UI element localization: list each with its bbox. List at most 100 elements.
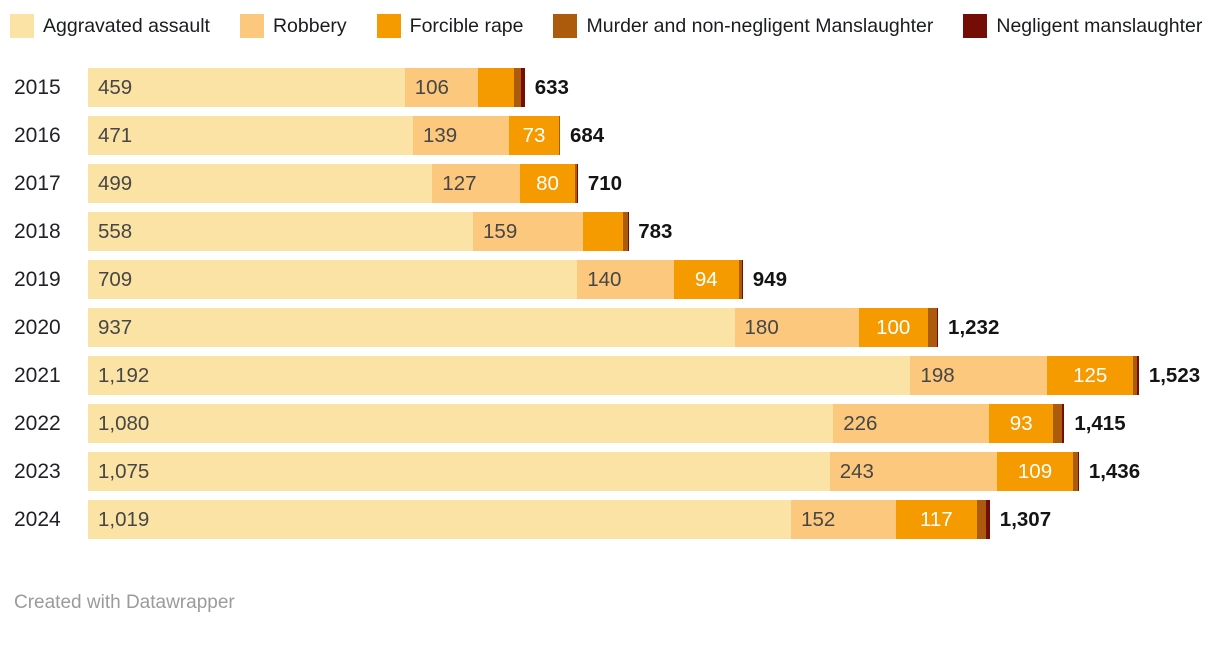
year-label: 2023: [14, 459, 61, 483]
total-label: 949: [752, 267, 787, 291]
segment-value-label: 198: [920, 363, 955, 387]
segment-value-label: 499: [98, 171, 133, 195]
segment-forcible-rape: [582, 212, 623, 251]
bar-row-2024: 2024 1,019 152 117 1,307: [10, 500, 1220, 539]
segment-negligent-manslaughter: [742, 260, 743, 299]
segment-aggravated-assault: 937: [88, 308, 735, 347]
bar-row-2022: 2022 1,080 226 93 1,415: [10, 404, 1220, 443]
legend: Aggravated assault Robbery Forcible rape…: [10, 14, 1220, 38]
total-label: 1,436: [1088, 459, 1141, 483]
total-label: 1,523: [1148, 363, 1201, 387]
segment-value-label: 125: [1073, 363, 1108, 387]
year-label: 2015: [14, 75, 61, 99]
bar-row-2018: 2018 558 159 783: [10, 212, 1220, 251]
legend-item-negligent-manslaughter: Negligent manslaughter: [963, 14, 1202, 38]
segment-forcible-rape: 117: [895, 500, 977, 539]
year-label: 2021: [14, 363, 61, 387]
legend-label: Negligent manslaughter: [996, 15, 1203, 37]
bar-stack: 709 140 94: [88, 260, 743, 299]
segment-aggravated-assault: 1,075: [88, 452, 830, 491]
year-label: 2017: [14, 171, 61, 195]
segment-negligent-manslaughter: [520, 68, 525, 107]
segment-value-label: 459: [98, 75, 133, 99]
bar-stack: 937 180 100: [88, 308, 939, 347]
segment-robbery: 159: [473, 212, 583, 251]
segment-value-label: 73: [522, 123, 546, 147]
segment-value-label: 1,192: [98, 363, 150, 387]
segment-aggravated-assault: 1,192: [88, 356, 911, 395]
segment-murder-and-non-negligent-manslaughter: [1072, 452, 1079, 491]
legend-label: Forcible rape: [409, 15, 524, 37]
bar-row-2023: 2023 1,075 243 109 1,436: [10, 452, 1220, 491]
segment-value-label: 127: [442, 171, 477, 195]
segment-value-label: 106: [414, 75, 449, 99]
bar-row-2016: 2016 471 139 73 684: [10, 116, 1220, 155]
bar-row-2021: 2021 1,192 198 125 1,523: [10, 356, 1220, 395]
total-label: 710: [587, 171, 623, 195]
total-label: 783: [638, 219, 673, 243]
segment-value-label: 140: [587, 267, 622, 291]
segment-negligent-manslaughter: [627, 212, 629, 251]
legend-label: Robbery: [272, 15, 347, 37]
segment-forcible-rape: 94: [673, 260, 739, 299]
segment-value-label: 1,019: [98, 507, 150, 531]
legend-swatch-aggravated-assault: [10, 14, 34, 38]
segment-value-label: 109: [1017, 459, 1053, 483]
segment-robbery: 198: [910, 356, 1048, 395]
total-label: 1,415: [1074, 411, 1126, 435]
segment-forcible-rape: 125: [1047, 356, 1134, 395]
segment-negligent-manslaughter: [1062, 404, 1065, 443]
segment-murder-and-non-negligent-manslaughter: [976, 500, 987, 539]
year-label: 2024: [14, 507, 61, 531]
bar-stack: 1,075 243 109: [88, 452, 1079, 491]
segment-aggravated-assault: 709: [88, 260, 578, 299]
segment-value-label: 117: [920, 507, 953, 531]
segment-forcible-rape: 100: [858, 308, 928, 347]
legend-swatch-forcible-rape: [376, 14, 401, 38]
segment-robbery: 152: [791, 500, 896, 539]
segment-value-label: 94: [694, 267, 718, 291]
segment-value-label: 558: [98, 219, 133, 243]
legend-label: Aggravated assault: [43, 15, 210, 37]
segment-forcible-rape: 80: [519, 164, 576, 203]
bar-stack: 499 127 80: [88, 164, 578, 203]
bar-row-2017: 2017 499 127 80 710: [10, 164, 1220, 203]
segment-negligent-manslaughter: [986, 500, 990, 539]
stacked-bar-chart: 2015 459 106 633 2016 471 139 73 684 2017 499 127 80…: [10, 68, 1220, 539]
segment-value-label: 243: [839, 459, 874, 483]
segment-robbery: 226: [833, 404, 990, 443]
segment-negligent-manslaughter: [1078, 452, 1079, 491]
segment-robbery: 140: [577, 260, 674, 299]
bar-stack: 1,192 198 125: [88, 356, 1139, 395]
legend-item-murder: Murder and non-negligent Manslaughter: [553, 14, 933, 38]
bar-row-2020: 2020 937 180 100 1,232: [10, 308, 1220, 347]
bar-stack: 471 139 73: [88, 116, 560, 155]
segment-value-label: 1,075: [98, 459, 150, 483]
segment-value-label: 80: [536, 171, 559, 195]
segment-value-label: 152: [801, 507, 836, 531]
segment-aggravated-assault: 1,019: [88, 500, 792, 539]
total-label: 684: [569, 123, 605, 147]
segment-value-label: 709: [98, 267, 133, 291]
segment-murder-and-non-negligent-manslaughter: [1133, 356, 1138, 395]
bar-row-2019: 2019 709 140 94 949: [10, 260, 1220, 299]
year-label: 2022: [14, 411, 61, 435]
segment-value-label: 471: [98, 123, 133, 147]
segment-murder-and-non-negligent-manslaughter: [622, 212, 628, 251]
segment-aggravated-assault: 459: [88, 68, 405, 107]
legend-label: Murder and non-negligent Manslaughter: [586, 15, 934, 37]
segment-value-label: 1,080: [98, 411, 150, 435]
segment-robbery: 139: [412, 116, 509, 155]
total-label: 633: [534, 75, 569, 99]
segment-aggravated-assault: 499: [88, 164, 433, 203]
datawrapper-credit-link[interactable]: Created with Datawrapper: [14, 592, 235, 613]
bar-stack: 1,080 226 93: [88, 404, 1065, 443]
total-label: 1,232: [948, 315, 1000, 339]
segment-forcible-rape: [477, 68, 514, 107]
segment-forcible-rape: 93: [989, 404, 1054, 443]
legend-item-robbery: Robbery: [239, 14, 347, 38]
segment-negligent-manslaughter: [937, 308, 939, 347]
segment-murder-and-non-negligent-manslaughter: [513, 68, 521, 107]
segment-robbery: 106: [404, 68, 478, 107]
segment-value-label: 139: [422, 123, 458, 147]
